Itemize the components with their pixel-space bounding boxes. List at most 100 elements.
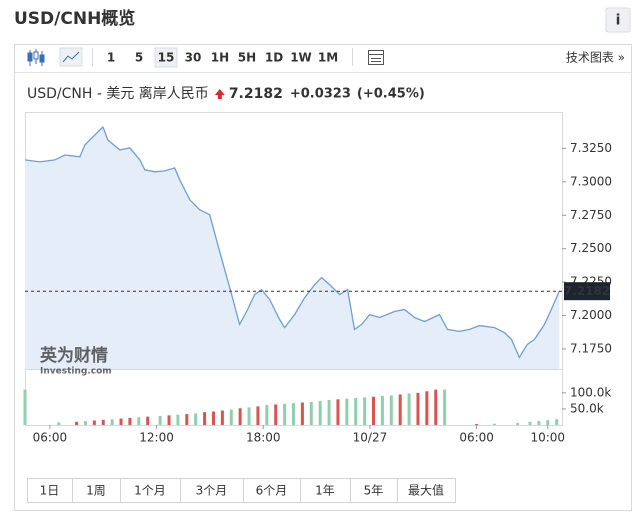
- volume-bar: [203, 412, 207, 425]
- interval-button[interactable]: 5: [135, 51, 143, 65]
- volume-bar: [443, 389, 447, 425]
- tech-chart-link[interactable]: 技术图表 »: [566, 51, 625, 65]
- period-button[interactable]: [120, 478, 181, 503]
- info-button[interactable]: [605, 7, 631, 33]
- y-tick-label: 7.2750: [570, 208, 612, 222]
- volume-bar: [309, 401, 313, 425]
- up-arrow: [214, 89, 225, 99]
- x-tick-label: 10:00: [530, 431, 565, 445]
- last-price-label: 7.2182: [564, 284, 610, 298]
- info-icon: i: [616, 13, 621, 29]
- volume-bar: [345, 398, 349, 425]
- volume-bar: [137, 417, 141, 425]
- candlestick-icon[interactable]: [27, 49, 45, 66]
- volume-bar: [220, 410, 224, 425]
- volume-bar: [354, 398, 358, 425]
- interval-button[interactable]: 15: [158, 51, 175, 65]
- watermark-brand: 英为财情: [40, 345, 108, 366]
- period-label: 5年: [364, 484, 384, 498]
- page-title: USD/CNH概览: [14, 8, 135, 29]
- x-tick-label: 06:00: [459, 431, 494, 445]
- interval-button[interactable]: 1: [107, 51, 115, 65]
- interval-button[interactable]: 30: [185, 51, 202, 65]
- x-tick-label: 06:00: [33, 431, 68, 445]
- price-change-pct: (+0.45%): [357, 87, 425, 102]
- volume-bar: [57, 422, 61, 425]
- volume-bar: [555, 419, 559, 425]
- volume-bar: [274, 404, 278, 425]
- volume-bar: [492, 423, 496, 425]
- volume-bar: [546, 420, 550, 425]
- volume-bar: [425, 391, 429, 425]
- volume-bar: [407, 393, 411, 425]
- volume-bar: [158, 416, 162, 425]
- period-bar: 1日 1周 1个月 3个月 6个月 1年 5年 最大值: [27, 478, 456, 503]
- volume-bar: [23, 389, 27, 425]
- volume-bar: [537, 421, 541, 425]
- volume-bar: [327, 399, 331, 425]
- period-label: 1个月: [134, 484, 166, 498]
- volume-bar: [119, 418, 123, 425]
- volume-bar: [363, 397, 367, 425]
- interval-button[interactable]: 1D: [265, 51, 283, 65]
- period-label: 1周: [86, 484, 106, 498]
- period-label: 3个月: [196, 484, 228, 498]
- volume-bar: [336, 399, 340, 425]
- volume-bar: [167, 415, 171, 425]
- volume-bar: [528, 421, 532, 425]
- volume-bar: [176, 414, 180, 425]
- volume-bar: [185, 414, 189, 425]
- volume-bar: [194, 413, 198, 425]
- volume-bar: [247, 407, 251, 425]
- period-button[interactable]: [180, 478, 244, 503]
- x-tick-label: 12:00: [139, 431, 174, 445]
- y-tick-label: 7.2500: [570, 241, 612, 255]
- interval-button[interactable]: 1W: [290, 51, 312, 65]
- plot-area: 7.32507.30007.27507.25007.22507.20007.17…: [23, 112, 612, 445]
- period-label: 最大值: [408, 483, 444, 498]
- volume-bar: [229, 409, 233, 425]
- panel: [14, 44, 632, 511]
- line-chart-icon[interactable]: [59, 47, 83, 67]
- volume-bar: [398, 394, 402, 425]
- price-change: +0.0323: [290, 87, 351, 102]
- volume-bar: [475, 424, 479, 425]
- period-label: 1日: [40, 484, 60, 498]
- price-line: [24, 125, 560, 359]
- interval-button[interactable]: 1H: [211, 51, 229, 65]
- volume-bar: [516, 423, 520, 425]
- volume-bar: [75, 421, 79, 425]
- volume-tick-label: 50.0k: [570, 401, 604, 415]
- period-button[interactable]: [72, 478, 121, 503]
- last-price-box: [564, 282, 610, 301]
- interval-button[interactable]: 1M: [318, 51, 338, 65]
- volume-bar: [389, 395, 393, 425]
- volume-bar: [238, 408, 242, 425]
- volume-bar: [211, 411, 215, 425]
- period-button[interactable]: [397, 478, 456, 503]
- period-button[interactable]: [27, 478, 73, 503]
- y-tick-label: 7.3000: [570, 174, 612, 188]
- volume-bar: [300, 402, 304, 425]
- y-tick-label: 7.1750: [570, 341, 612, 355]
- interval-selected: [154, 47, 178, 68]
- chart-title: USD/CNH - 美元 离岸人民币: [27, 85, 209, 102]
- period-label: 1年: [315, 484, 335, 498]
- volume-bar: [283, 403, 287, 425]
- period-button[interactable]: [350, 478, 398, 503]
- volume-bar: [265, 405, 269, 425]
- y-tick-label: 7.3250: [570, 141, 612, 155]
- volume-bar: [380, 396, 384, 425]
- volume-bar: [434, 389, 438, 425]
- x-tick-label: 10/27: [353, 431, 388, 445]
- table-icon[interactable]: [368, 50, 384, 65]
- volume-bar: [128, 417, 132, 425]
- volume-bar: [83, 421, 87, 425]
- volume-bar: [92, 420, 96, 425]
- period-button[interactable]: [243, 478, 301, 503]
- price-area: [25, 127, 560, 369]
- line-chart-glyph: [62, 51, 80, 63]
- interval-button[interactable]: 5H: [238, 51, 256, 65]
